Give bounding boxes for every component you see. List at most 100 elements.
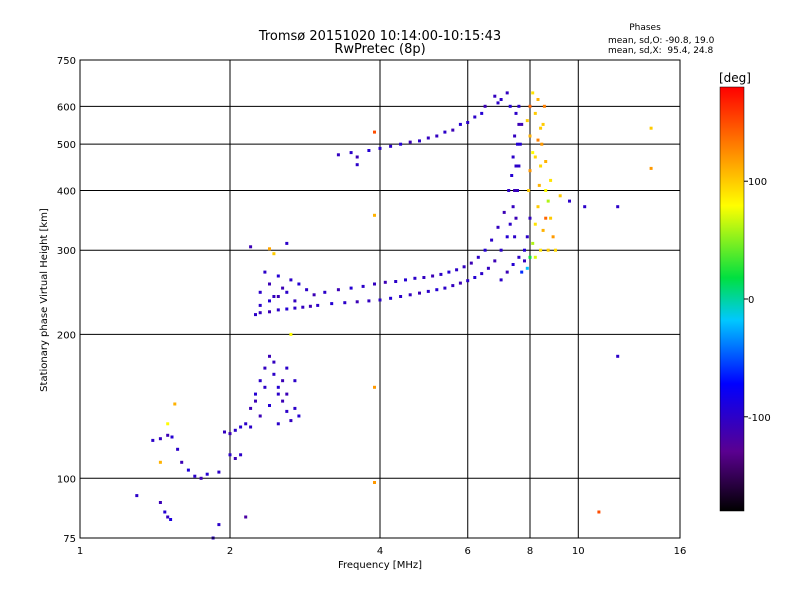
- data-point: [443, 130, 447, 134]
- data-point: [389, 296, 393, 300]
- data-point: [223, 430, 226, 434]
- data-point: [263, 385, 267, 389]
- data-point: [531, 151, 535, 155]
- data-point: [431, 274, 435, 278]
- data-point: [539, 248, 543, 252]
- data-point: [263, 366, 267, 370]
- data-point: [355, 300, 359, 304]
- data-point: [511, 205, 515, 209]
- data-point: [272, 295, 276, 298]
- stats-heading: Phases: [629, 23, 661, 33]
- data-point: [496, 101, 500, 105]
- y-tick-label: 100: [57, 474, 76, 485]
- colorbar-tick-label: 100: [748, 177, 767, 188]
- data-point: [272, 372, 276, 376]
- data-point: [516, 189, 519, 192]
- data-point: [289, 419, 293, 423]
- data-point: [349, 151, 353, 155]
- y-tick-label: 300: [57, 246, 76, 257]
- data-point: [343, 301, 347, 305]
- data-point: [451, 284, 455, 288]
- data-point: [554, 248, 557, 252]
- data-point: [502, 210, 506, 214]
- data-point: [285, 307, 289, 311]
- y-tick-label: 75: [63, 534, 76, 545]
- data-point: [330, 302, 334, 306]
- data-point: [616, 354, 620, 358]
- data-point: [378, 146, 382, 150]
- chart-subtitle: RwPretec (8p): [334, 42, 425, 57]
- y-tick-label: 750: [57, 56, 76, 67]
- data-point: [285, 290, 289, 294]
- data-point: [272, 360, 276, 364]
- stats-o-line: mean, sd,O: -90.8, 19.0: [608, 36, 715, 46]
- data-point: [281, 286, 285, 290]
- data-point: [285, 366, 289, 370]
- stats-x-line: mean, sd,X: 95.4, 24.8: [608, 46, 714, 56]
- y-tick-label: 400: [57, 186, 76, 197]
- data-point: [517, 104, 521, 108]
- data-point: [539, 164, 543, 168]
- data-point: [505, 235, 509, 239]
- data-point: [528, 104, 532, 108]
- data-point: [297, 282, 301, 286]
- data-point: [276, 274, 280, 278]
- data-point: [170, 435, 174, 439]
- data-point: [289, 278, 293, 282]
- y-tick-labels: 75 100 200 300 400 500 600 750: [57, 56, 76, 545]
- data-point: [373, 385, 376, 389]
- data-point: [480, 111, 484, 115]
- data-point: [268, 282, 271, 286]
- colorbar-label: [deg]: [719, 71, 751, 85]
- data-point: [483, 104, 487, 108]
- data-point: [520, 270, 524, 274]
- data-point: [301, 305, 305, 309]
- data-point: [373, 282, 376, 286]
- data-point: [541, 122, 545, 126]
- data-point: [308, 304, 312, 308]
- data-point: [285, 241, 289, 245]
- data-point: [268, 299, 271, 303]
- data-point: [476, 255, 480, 259]
- data-point: [289, 332, 293, 336]
- data-point: [336, 153, 340, 157]
- data-point: [158, 460, 162, 464]
- data-point: [486, 266, 490, 270]
- data-point: [451, 128, 455, 132]
- data-point: [533, 155, 537, 159]
- data-point: [525, 119, 529, 123]
- data-point: [536, 138, 540, 142]
- data-point: [493, 259, 497, 263]
- data-point: [285, 409, 289, 413]
- data-point: [616, 205, 620, 209]
- data-point: [462, 265, 466, 269]
- data-point: [180, 460, 184, 464]
- data-point: [399, 295, 403, 298]
- data-point: [399, 142, 403, 146]
- data-point: [258, 379, 262, 383]
- data-point: [493, 94, 497, 98]
- data-point: [268, 354, 271, 358]
- data-point: [373, 130, 376, 134]
- data-point: [537, 183, 541, 187]
- data-point: [473, 276, 477, 279]
- data-point: [649, 126, 653, 130]
- data-point: [549, 216, 553, 220]
- data-point: [597, 510, 601, 514]
- data-point: [514, 164, 518, 168]
- data-point: [542, 104, 546, 108]
- data-point: [511, 263, 515, 266]
- data-point: [499, 278, 503, 282]
- data-point: [193, 474, 197, 478]
- data-point: [408, 140, 412, 144]
- data-point: [151, 438, 155, 442]
- data-point: [383, 280, 387, 284]
- data-point: [517, 164, 521, 168]
- data-point: [508, 104, 512, 108]
- data-point: [293, 379, 297, 383]
- data-point: [435, 288, 439, 292]
- data-point: [361, 284, 365, 288]
- data-point: [233, 457, 237, 460]
- data-point: [544, 216, 548, 220]
- data-point: [163, 510, 167, 514]
